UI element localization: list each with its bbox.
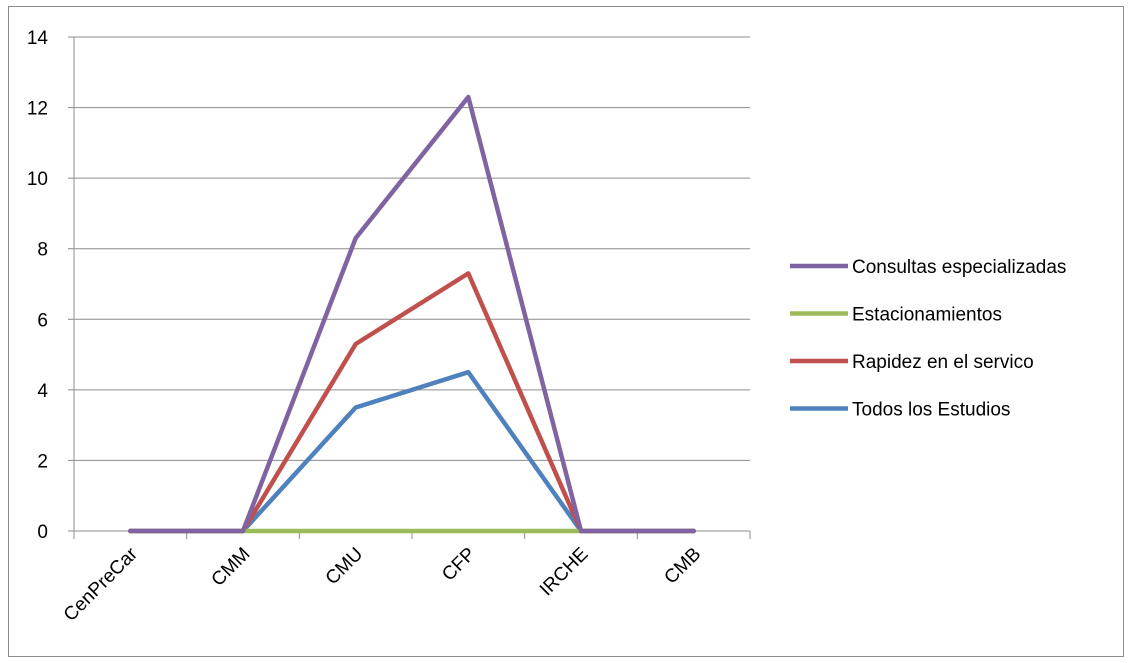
series-lines: [128, 94, 696, 534]
series-line-consultas-especializadas: [128, 94, 696, 534]
x-tick-label: IRCHE: [536, 544, 593, 601]
tick-labels: 0 2 4 6 8 10 12 14 CenPreCar CMM CMU CFP IRCHE CMB: [27, 28, 705, 626]
gridlines: [74, 36, 750, 461]
axes: [68, 36, 751, 539]
y-tick-label: 4: [37, 381, 48, 402]
legend-label: Consultas especializadas: [852, 257, 1066, 278]
x-tick-label: CFP: [438, 544, 480, 586]
y-tick-label: 12: [27, 99, 48, 120]
y-tick-label: 6: [37, 310, 48, 331]
x-tick-label: CMM: [208, 544, 255, 591]
legend-label: Estacionamientos: [852, 305, 1002, 326]
x-tick-label: CMB: [660, 544, 705, 589]
chart-frame: [8, 6, 1124, 657]
legend: Consultas especializadas Estacionamientos…: [790, 257, 1066, 421]
y-tick-label: 10: [27, 169, 48, 190]
x-tick-label: CenPreCar: [60, 543, 143, 626]
y-tick-label: 8: [37, 240, 48, 261]
legend-label: Todos los Estudios: [852, 400, 1010, 421]
y-tick-label: 2: [37, 451, 48, 472]
series-line-todos-los-estudios: [128, 369, 696, 534]
series-line-rapidez-en-el-servico: [128, 271, 696, 534]
y-tick-label: 0: [37, 522, 48, 543]
legend-label: Rapidez en el servico: [852, 352, 1034, 373]
x-tick-label: CMU: [322, 544, 367, 589]
y-tick-label: 14: [27, 28, 49, 49]
